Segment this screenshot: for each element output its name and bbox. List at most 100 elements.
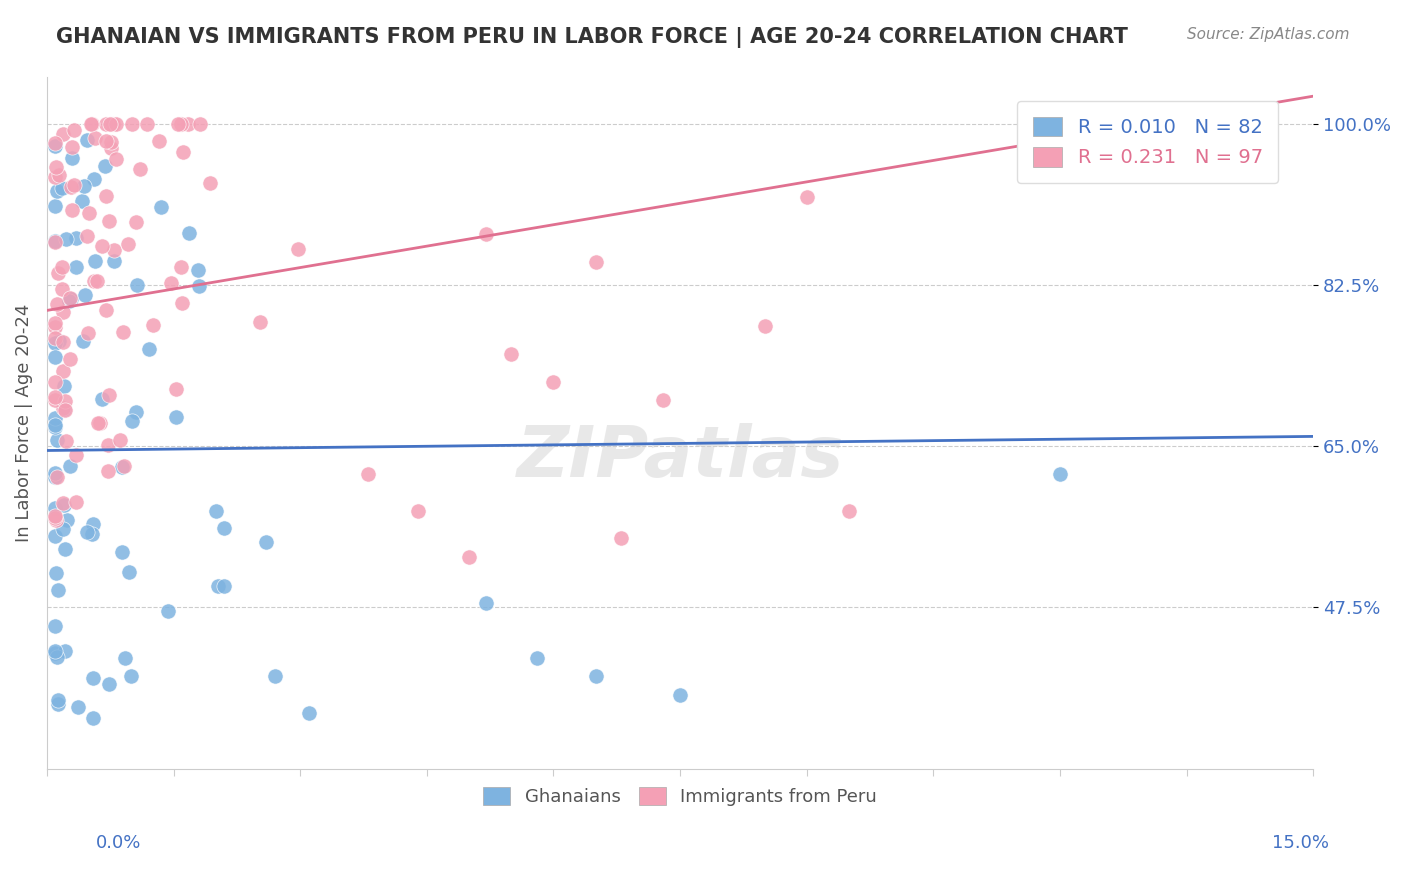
- Text: 0.0%: 0.0%: [96, 834, 141, 852]
- Point: [44, 619, 66, 633]
- Point: [114, 651, 136, 665]
- Point: [186, 263, 208, 277]
- Point: [97, 438, 120, 452]
- Point: [585, 669, 607, 683]
- Point: [65, 260, 87, 274]
- Point: [60, 202, 83, 217]
- Point: [53, 644, 76, 658]
- Point: [170, 260, 193, 274]
- Point: [652, 392, 675, 407]
- Point: [86, 275, 108, 289]
- Point: [66, 700, 89, 714]
- Point: [97, 464, 120, 478]
- Point: [149, 200, 172, 214]
- Point: [100, 135, 122, 149]
- Point: [52, 401, 75, 415]
- Point: [44, 529, 66, 543]
- Point: [117, 237, 139, 252]
- Point: [142, 318, 165, 332]
- Point: [177, 226, 200, 240]
- Point: [249, 315, 271, 329]
- Point: [46, 582, 69, 597]
- Point: [82, 711, 104, 725]
- Point: [65, 495, 87, 509]
- Point: [44, 336, 66, 351]
- Point: [44, 411, 66, 425]
- Point: [52, 364, 75, 378]
- Point: [129, 162, 152, 177]
- Point: [610, 531, 633, 545]
- Text: 15.0%: 15.0%: [1271, 834, 1329, 852]
- Point: [46, 469, 69, 483]
- Point: [73, 288, 96, 302]
- Point: [44, 319, 66, 334]
- Point: [44, 170, 66, 185]
- Point: [127, 278, 149, 293]
- Point: [87, 416, 110, 430]
- Point: [44, 351, 66, 365]
- Point: [48, 168, 70, 182]
- Point: [796, 190, 818, 204]
- Point: [80, 116, 103, 130]
- Point: [98, 677, 121, 691]
- Point: [44, 469, 66, 483]
- Point: [214, 521, 236, 535]
- Point: [475, 596, 498, 610]
- Point: [112, 458, 135, 473]
- Point: [82, 527, 104, 541]
- Point: [76, 229, 98, 244]
- Point: [46, 693, 69, 707]
- Point: [110, 433, 132, 447]
- Point: [46, 267, 69, 281]
- Point: [44, 511, 66, 525]
- Point: [44, 235, 66, 249]
- Point: [669, 688, 692, 702]
- Point: [188, 116, 211, 130]
- Point: [543, 375, 565, 389]
- Point: [76, 133, 98, 147]
- Point: [76, 524, 98, 539]
- Point: [44, 375, 66, 389]
- Point: [526, 651, 548, 665]
- Point: [101, 116, 124, 130]
- Point: [44, 198, 66, 212]
- Point: [263, 669, 285, 683]
- Point: [100, 141, 122, 155]
- Point: [475, 227, 498, 241]
- Point: [160, 276, 183, 290]
- Point: [45, 513, 67, 527]
- Text: ZIPatlas: ZIPatlas: [516, 423, 844, 492]
- Text: GHANAIAN VS IMMIGRANTS FROM PERU IN LABOR FORCE | AGE 20-24 CORRELATION CHART: GHANAIAN VS IMMIGRANTS FROM PERU IN LABO…: [56, 27, 1128, 48]
- Point: [83, 130, 105, 145]
- Point: [51, 260, 73, 274]
- Point: [53, 379, 76, 393]
- Point: [90, 392, 112, 407]
- Point: [105, 116, 128, 130]
- Point: [157, 604, 180, 618]
- Point: [96, 116, 118, 130]
- Point: [198, 176, 221, 190]
- Point: [138, 342, 160, 356]
- Point: [51, 181, 73, 195]
- Point: [51, 282, 73, 296]
- Point: [44, 500, 66, 515]
- Point: [45, 566, 67, 581]
- Point: [82, 517, 104, 532]
- Point: [44, 646, 66, 660]
- Point: [77, 326, 100, 341]
- Point: [45, 160, 67, 174]
- Point: [103, 253, 125, 268]
- Point: [83, 172, 105, 186]
- Point: [165, 382, 187, 396]
- Point: [46, 297, 69, 311]
- Point: [52, 498, 75, 512]
- Legend: Ghanaians, Immigrants from Peru: Ghanaians, Immigrants from Peru: [474, 778, 886, 815]
- Point: [52, 522, 75, 536]
- Point: [148, 134, 170, 148]
- Point: [63, 123, 86, 137]
- Point: [44, 392, 66, 407]
- Point: [357, 467, 380, 481]
- Point: [118, 565, 141, 579]
- Point: [59, 291, 82, 305]
- Point: [59, 351, 82, 366]
